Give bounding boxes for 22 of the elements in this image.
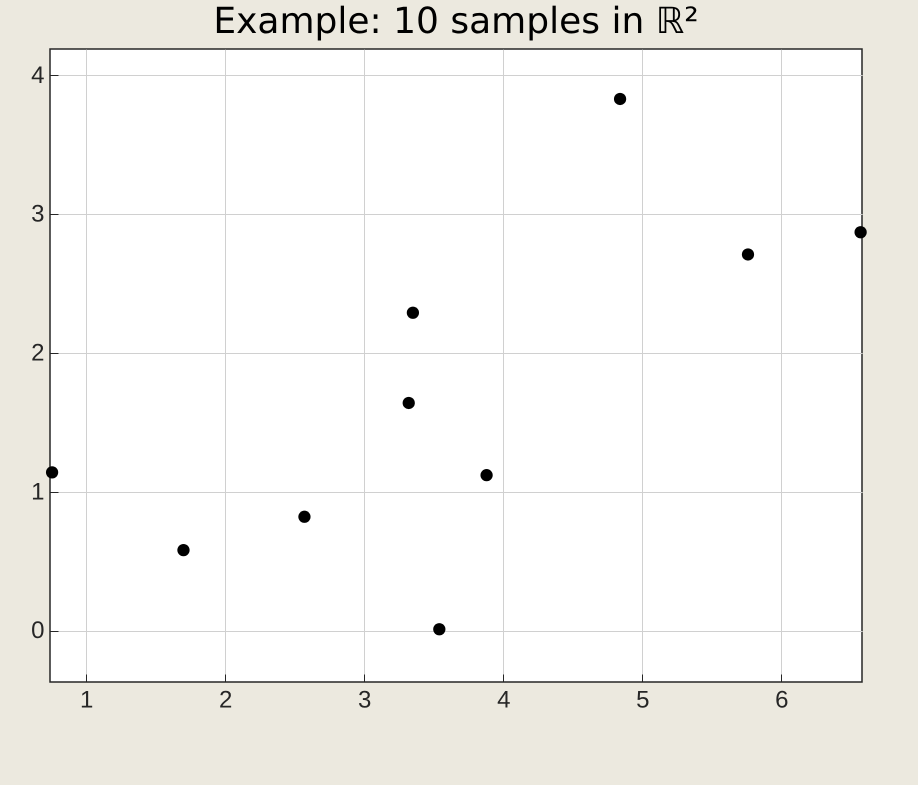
y-tick-label: 0	[31, 617, 44, 644]
x-tick-label: 1	[80, 686, 94, 714]
point	[433, 623, 446, 636]
x-tick-label: 4	[497, 686, 510, 714]
y-tick-label: 1	[31, 478, 44, 506]
point	[854, 226, 867, 238]
point	[298, 510, 311, 523]
x-tick-label: 3	[358, 686, 372, 714]
x-tick-label: 5	[636, 686, 650, 714]
point	[742, 248, 754, 261]
y-tick-label: 2	[31, 340, 44, 367]
x-tick-label: 2	[219, 686, 232, 714]
y-tick-label: 4	[31, 62, 44, 89]
point	[402, 396, 415, 410]
point	[46, 466, 58, 478]
chart-title: Example: 10 samples in ℝ²	[213, 1, 699, 42]
y-tick-label: 3	[31, 200, 44, 228]
point	[614, 92, 626, 106]
point	[480, 469, 493, 482]
x-tick-label: 6	[775, 686, 789, 714]
point	[406, 306, 420, 319]
point	[177, 544, 190, 556]
